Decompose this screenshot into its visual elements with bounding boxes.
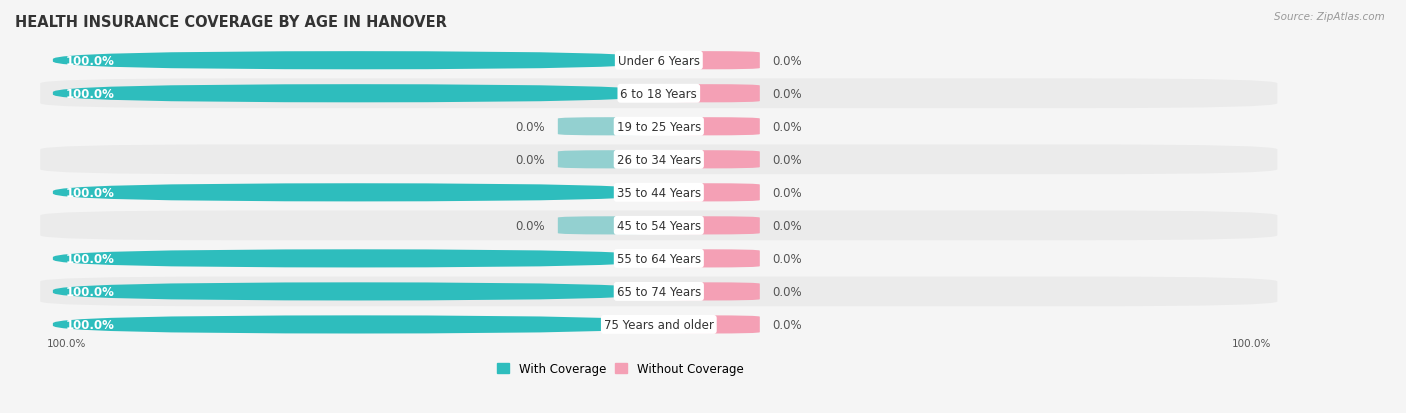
FancyBboxPatch shape xyxy=(53,250,659,268)
Text: 35 to 44 Years: 35 to 44 Years xyxy=(617,186,700,199)
Text: 0.0%: 0.0% xyxy=(516,219,546,232)
Text: 100.0%: 100.0% xyxy=(66,88,114,100)
Text: 100.0%: 100.0% xyxy=(66,318,114,331)
Text: 0.0%: 0.0% xyxy=(772,318,801,331)
FancyBboxPatch shape xyxy=(53,282,659,301)
FancyBboxPatch shape xyxy=(558,151,659,169)
FancyBboxPatch shape xyxy=(41,46,1278,76)
FancyBboxPatch shape xyxy=(53,85,659,103)
Text: 0.0%: 0.0% xyxy=(772,219,801,232)
Text: 75 Years and older: 75 Years and older xyxy=(605,318,714,331)
FancyBboxPatch shape xyxy=(659,250,759,268)
Text: 100.0%: 100.0% xyxy=(66,55,114,68)
Text: 100.0%: 100.0% xyxy=(46,338,86,349)
Text: 100.0%: 100.0% xyxy=(1232,338,1271,349)
Text: 0.0%: 0.0% xyxy=(772,55,801,68)
FancyBboxPatch shape xyxy=(558,217,659,235)
Text: 0.0%: 0.0% xyxy=(772,88,801,100)
FancyBboxPatch shape xyxy=(659,316,759,334)
FancyBboxPatch shape xyxy=(41,310,1278,339)
FancyBboxPatch shape xyxy=(558,118,659,136)
Text: 0.0%: 0.0% xyxy=(772,154,801,166)
FancyBboxPatch shape xyxy=(41,244,1278,273)
FancyBboxPatch shape xyxy=(53,184,659,202)
Text: 100.0%: 100.0% xyxy=(66,285,114,298)
Text: 0.0%: 0.0% xyxy=(772,252,801,265)
FancyBboxPatch shape xyxy=(41,211,1278,241)
FancyBboxPatch shape xyxy=(659,282,759,301)
Text: 55 to 64 Years: 55 to 64 Years xyxy=(617,252,700,265)
Text: 100.0%: 100.0% xyxy=(66,186,114,199)
Text: 6 to 18 Years: 6 to 18 Years xyxy=(620,88,697,100)
FancyBboxPatch shape xyxy=(53,316,659,334)
FancyBboxPatch shape xyxy=(659,151,759,169)
FancyBboxPatch shape xyxy=(659,52,759,70)
Text: 19 to 25 Years: 19 to 25 Years xyxy=(617,121,702,133)
Legend: With Coverage, Without Coverage: With Coverage, Without Coverage xyxy=(492,358,748,380)
Text: 26 to 34 Years: 26 to 34 Years xyxy=(617,154,702,166)
Text: 0.0%: 0.0% xyxy=(772,121,801,133)
FancyBboxPatch shape xyxy=(659,217,759,235)
Text: HEALTH INSURANCE COVERAGE BY AGE IN HANOVER: HEALTH INSURANCE COVERAGE BY AGE IN HANO… xyxy=(15,15,447,30)
Text: 0.0%: 0.0% xyxy=(772,186,801,199)
FancyBboxPatch shape xyxy=(41,79,1278,109)
FancyBboxPatch shape xyxy=(659,184,759,202)
FancyBboxPatch shape xyxy=(41,112,1278,142)
FancyBboxPatch shape xyxy=(53,52,659,70)
Text: 100.0%: 100.0% xyxy=(66,252,114,265)
FancyBboxPatch shape xyxy=(41,277,1278,306)
FancyBboxPatch shape xyxy=(41,178,1278,208)
Text: 0.0%: 0.0% xyxy=(772,285,801,298)
FancyBboxPatch shape xyxy=(41,145,1278,175)
Text: 45 to 54 Years: 45 to 54 Years xyxy=(617,219,700,232)
FancyBboxPatch shape xyxy=(659,118,759,136)
Text: 0.0%: 0.0% xyxy=(516,121,546,133)
FancyBboxPatch shape xyxy=(659,85,759,103)
Text: 0.0%: 0.0% xyxy=(516,154,546,166)
Text: Under 6 Years: Under 6 Years xyxy=(617,55,700,68)
Text: Source: ZipAtlas.com: Source: ZipAtlas.com xyxy=(1274,12,1385,22)
Text: 65 to 74 Years: 65 to 74 Years xyxy=(617,285,702,298)
